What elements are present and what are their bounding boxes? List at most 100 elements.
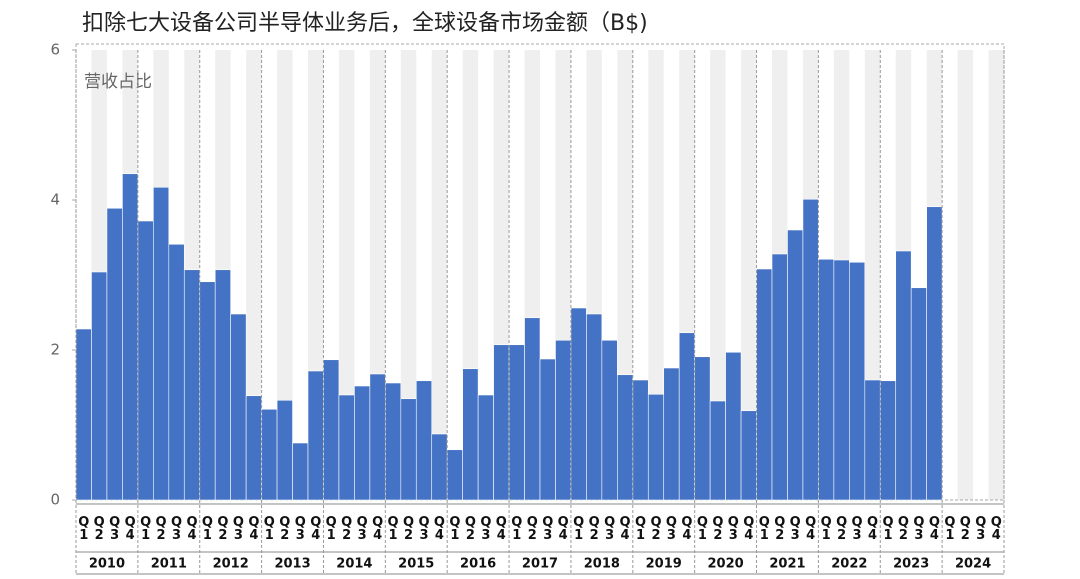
band — [988, 50, 1004, 500]
x-tick-label: Q4 — [989, 515, 1004, 541]
year-label: 2016 — [460, 557, 496, 572]
year-label: 2014 — [336, 557, 372, 572]
band — [741, 50, 757, 500]
bar — [106, 207, 123, 501]
bar — [245, 395, 262, 501]
x-tick-label: Q2 — [277, 515, 292, 541]
band — [710, 50, 726, 500]
bar — [647, 393, 665, 501]
x-tick-label: Q3 — [417, 515, 432, 541]
bar — [338, 394, 355, 501]
x-tick-label: Q2 — [401, 515, 416, 541]
x-tick-label: Q3 — [788, 515, 803, 541]
band — [338, 50, 355, 500]
y-tick-label: 4 — [50, 191, 60, 209]
bar — [91, 271, 108, 501]
year-label: 2010 — [89, 557, 125, 572]
year-label: 2011 — [151, 557, 187, 572]
x-tick-label: Q1 — [942, 515, 957, 541]
bar — [849, 261, 866, 501]
x-tick-label: Q3 — [602, 515, 617, 541]
bar — [895, 250, 912, 501]
bar — [323, 359, 340, 501]
bar — [385, 382, 402, 501]
annotation: 营收占比 — [84, 72, 152, 92]
bar — [137, 220, 154, 501]
x-tick-label: Q3 — [726, 515, 741, 541]
bar — [833, 259, 850, 501]
band — [957, 50, 974, 500]
x-tick-label: Q3 — [107, 515, 122, 541]
bar — [508, 344, 525, 501]
x-tick-label: Q3 — [478, 515, 493, 541]
bar — [570, 307, 587, 501]
x-tick-label: Q3 — [355, 515, 370, 541]
bar — [725, 351, 742, 501]
year-label: 2017 — [522, 557, 558, 572]
bar — [632, 379, 649, 501]
bar — [307, 370, 324, 501]
bar — [802, 198, 819, 501]
bar — [524, 317, 541, 501]
x-tick-label: Q4 — [308, 515, 323, 541]
x-tick-label: Q1 — [695, 515, 710, 541]
bar — [787, 229, 804, 501]
x-tick-label: Q2 — [834, 515, 849, 541]
bar — [446, 449, 463, 501]
x-tick-label: Q4 — [246, 515, 261, 541]
bar — [678, 332, 695, 501]
bar — [168, 243, 185, 501]
x-tick-label: Q4 — [618, 515, 633, 541]
x-tick-label: Q2 — [958, 515, 973, 541]
bar — [354, 385, 371, 501]
year-label: 2021 — [769, 557, 805, 572]
bar — [709, 400, 726, 501]
band — [277, 50, 293, 500]
bar — [756, 268, 773, 501]
x-tick-label: Q1 — [447, 515, 462, 541]
band — [648, 50, 664, 500]
year-label: 2020 — [708, 557, 744, 572]
x-tick-label: Q4 — [494, 515, 509, 541]
x-tick-label: Q3 — [540, 515, 555, 541]
year-label: 2018 — [584, 557, 620, 572]
bar — [183, 269, 201, 501]
x-tick-label: Q3 — [664, 515, 679, 541]
x-tick-label: Q4 — [432, 515, 447, 541]
x-tick-label: Q2 — [463, 515, 478, 541]
bar — [617, 374, 634, 501]
y-tick-label: 2 — [50, 341, 60, 359]
x-tick-label: Q3 — [973, 515, 988, 541]
x-tick-label: Q2 — [710, 515, 725, 541]
bar — [199, 281, 216, 501]
x-tick-label: Q4 — [556, 515, 571, 541]
x-tick-label: Q1 — [881, 515, 896, 541]
bar — [214, 269, 231, 501]
bar — [276, 399, 293, 501]
year-label: 2023 — [893, 557, 929, 572]
year-label: 2012 — [213, 557, 249, 572]
x-tick-label: Q3 — [293, 515, 308, 541]
x-tick-label: Q1 — [262, 515, 277, 541]
x-tick-label: Q4 — [123, 515, 138, 541]
y-tick-label: 6 — [50, 41, 60, 59]
x-tick-label: Q4 — [679, 515, 694, 541]
x-tick-label: Q3 — [911, 515, 926, 541]
year-label: 2015 — [398, 557, 434, 572]
bar — [864, 379, 881, 501]
bar — [75, 328, 92, 501]
bar — [261, 408, 278, 501]
bar — [431, 433, 448, 501]
x-tick-label: Q1 — [386, 515, 401, 541]
x-tick-label: Q4 — [185, 515, 200, 541]
bar — [122, 173, 139, 501]
bar — [555, 339, 572, 501]
bar — [477, 394, 494, 501]
x-tick-label: Q3 — [169, 515, 184, 541]
bar — [400, 398, 417, 501]
x-tick-label: Q4 — [927, 515, 942, 541]
x-tick-label: Q2 — [587, 515, 602, 541]
bar — [292, 442, 309, 501]
bar — [493, 344, 510, 501]
